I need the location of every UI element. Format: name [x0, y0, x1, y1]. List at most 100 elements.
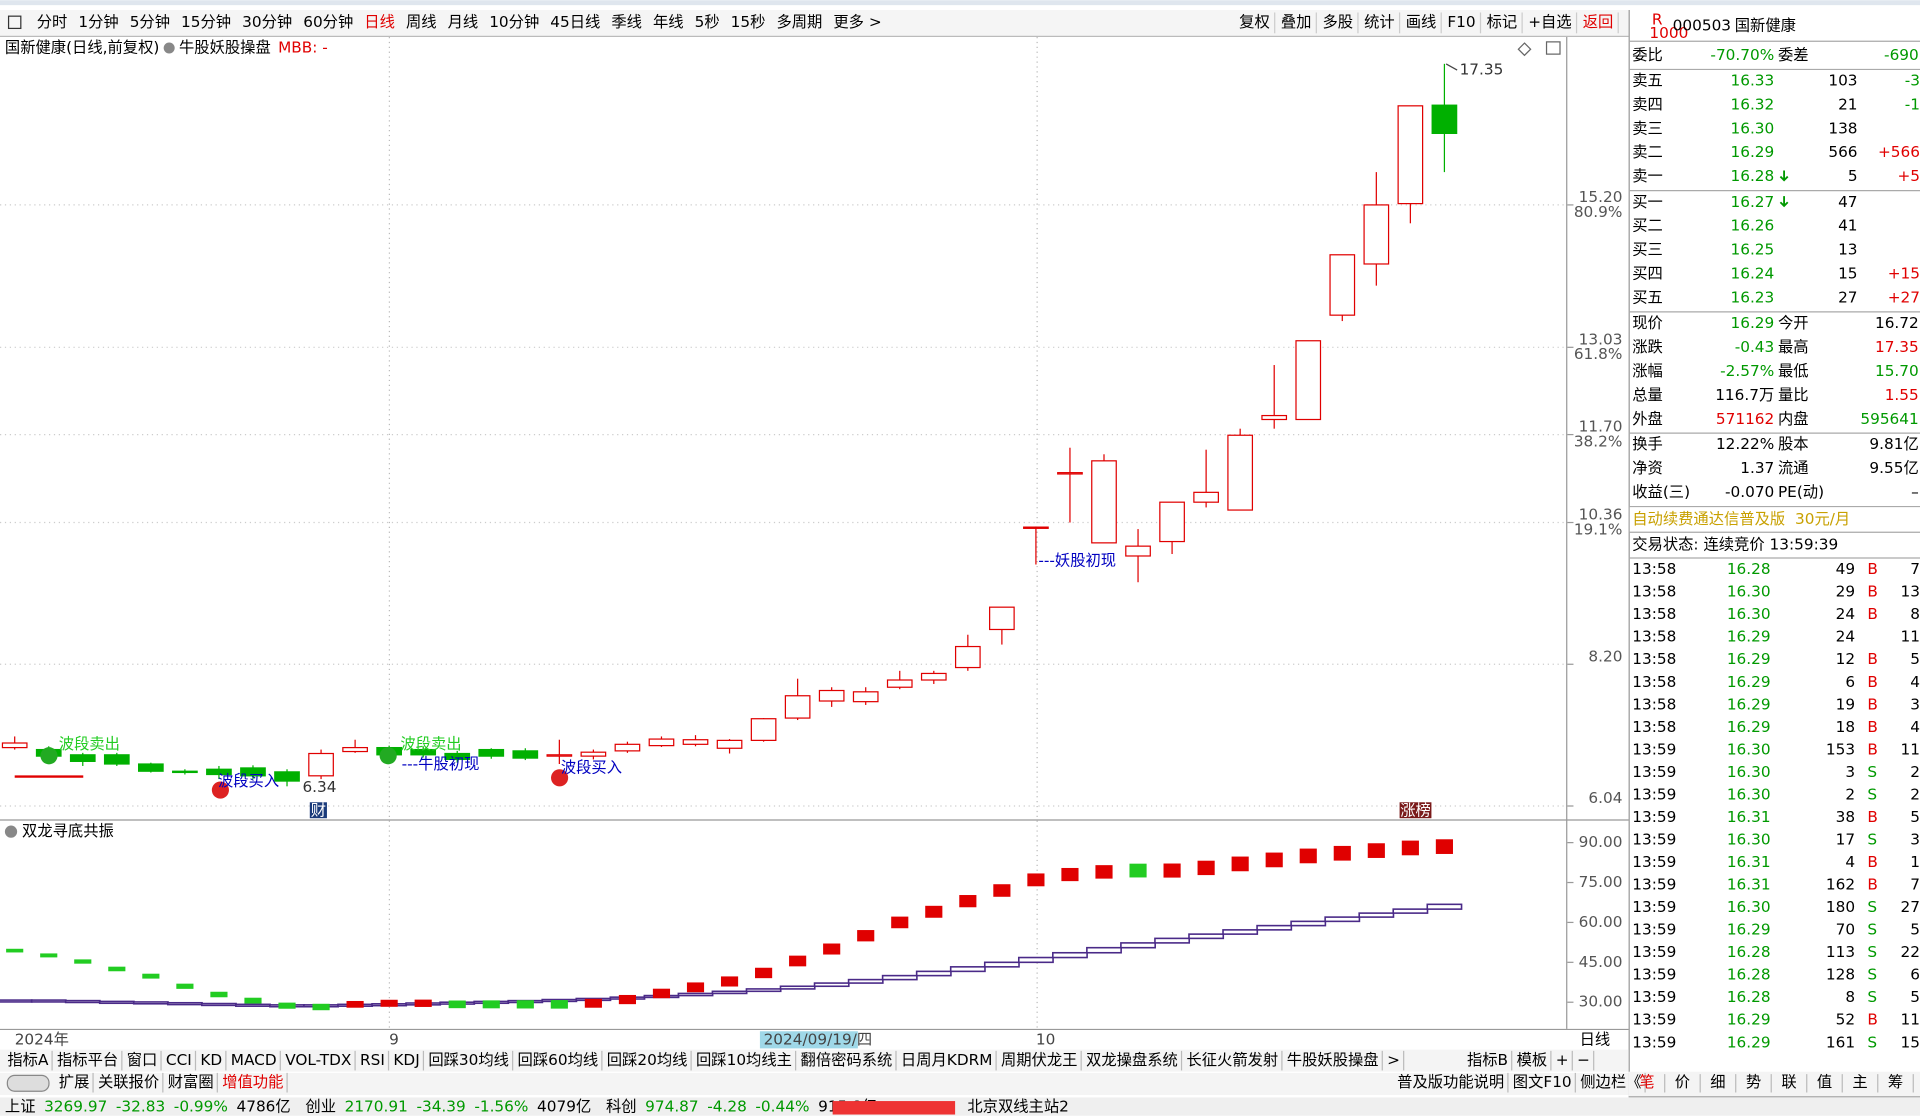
quote-tab[interactable]: 值 — [1817, 1073, 1832, 1091]
tool-button[interactable]: 复权 — [1239, 13, 1270, 31]
period-tab[interactable]: 1分钟 — [78, 13, 118, 31]
quote-tab[interactable]: 联 — [1781, 1073, 1796, 1091]
period-tab[interactable]: 周线 — [406, 13, 437, 31]
tab[interactable]: 指标平台 — [57, 1051, 118, 1069]
tab[interactable]: 回踩10均线主 — [696, 1051, 792, 1069]
tab[interactable]: 翻倍密码系统 — [801, 1051, 893, 1069]
tab[interactable]: > — [1387, 1051, 1400, 1069]
quote-tab[interactable]: 势 — [1746, 1073, 1761, 1091]
tool-button[interactable]: 画线 — [1406, 13, 1437, 31]
period-tab[interactable]: 月线 — [448, 13, 479, 31]
quote-tab[interactable]: 细 — [1710, 1073, 1725, 1091]
tool-button[interactable]: F10 — [1447, 13, 1475, 31]
tab[interactable]: 增值功能 — [222, 1073, 283, 1091]
candle-body — [920, 672, 947, 681]
tab[interactable]: 关联报价 — [98, 1073, 159, 1091]
stat-label: 收益(三) — [1632, 483, 1690, 501]
stat-value: 17.35 — [1875, 338, 1919, 356]
stat-value: – — [1911, 483, 1919, 501]
stat-label: 今开 — [1778, 314, 1809, 332]
signal-icon — [40, 747, 58, 765]
quote-tab[interactable]: 价 — [1675, 1073, 1690, 1091]
tool-button[interactable]: 返回 — [1583, 13, 1614, 31]
candle-body — [103, 754, 130, 765]
signal-icon — [551, 769, 569, 787]
trade-time: 13:59 — [1632, 763, 1676, 781]
quote-tab[interactable]: 主 — [1852, 1073, 1867, 1091]
tab[interactable]: 牛股妖股操盘 — [1287, 1051, 1379, 1069]
indicator-dot — [163, 42, 175, 54]
tab[interactable]: 窗口 — [127, 1051, 158, 1069]
title-bar — [0, 0, 1920, 6]
index-quote: 4079亿 — [537, 1098, 591, 1116]
candle-body — [1397, 105, 1424, 205]
tab[interactable]: 指标B — [1467, 1051, 1508, 1069]
tool-button[interactable]: 叠加 — [1281, 13, 1312, 31]
trade-time: 13:58 — [1632, 560, 1676, 578]
tab[interactable]: 模板 — [1517, 1051, 1548, 1069]
candle-body — [989, 606, 1015, 631]
trade-time: 13:59 — [1632, 943, 1676, 961]
tool-button[interactable]: 多股 — [1322, 13, 1353, 31]
tab[interactable]: + — [1556, 1051, 1569, 1069]
period-tab[interactable]: 季线 — [611, 13, 642, 31]
period-tab[interactable]: 60分钟 — [303, 13, 353, 31]
quote-tab[interactable]: 笔 — [1639, 1073, 1654, 1091]
indicator-icon[interactable] — [4, 825, 18, 838]
toolbar-icon[interactable] — [7, 15, 22, 30]
trade-num: 5 — [1910, 808, 1920, 826]
tab[interactable]: CCI — [166, 1051, 192, 1069]
tab[interactable]: VOL-TDX — [285, 1051, 351, 1069]
tab[interactable]: MACD — [231, 1051, 277, 1069]
badge: 财 — [311, 801, 326, 819]
signal-bar — [1129, 863, 1147, 878]
tab[interactable]: 普及版功能说明 — [1397, 1073, 1504, 1091]
chart-icon[interactable] — [1545, 41, 1561, 55]
tab[interactable]: 日周月KDRM — [901, 1051, 993, 1069]
tool-button[interactable]: +自选 — [1528, 13, 1571, 31]
tab[interactable]: 周期伏龙王 — [1001, 1051, 1078, 1069]
period-tab[interactable]: 日线 — [364, 13, 395, 31]
period-tab[interactable]: 15分钟 — [181, 13, 231, 31]
ad-price[interactable]: 30元/月 — [1795, 510, 1850, 528]
tool-button[interactable]: 统计 — [1364, 13, 1395, 31]
period-tab[interactable]: 年线 — [653, 13, 684, 31]
tab[interactable]: KDJ — [393, 1051, 419, 1069]
tab[interactable]: 双龙操盘系统 — [1086, 1051, 1178, 1069]
tab[interactable]: 财富圈 — [168, 1073, 214, 1091]
chart-icon[interactable] — [1517, 42, 1532, 57]
trade-vol: 4 — [1845, 853, 1855, 871]
trade-side: B — [1867, 876, 1878, 894]
period-tab[interactable]: 分时 — [37, 13, 68, 31]
tab[interactable]: 侧边栏《 — [1580, 1073, 1641, 1091]
tab[interactable]: 回踩30均线 — [428, 1051, 509, 1069]
tab[interactable]: 扩展 — [59, 1073, 90, 1091]
base-box — [1358, 912, 1395, 918]
signal-icon — [211, 781, 229, 799]
period-tab[interactable]: 更多 > — [833, 13, 881, 31]
period-tab[interactable]: 5分钟 — [130, 13, 170, 31]
quote-tab[interactable]: 筹 — [1888, 1073, 1903, 1091]
tab[interactable]: 长征火箭发射 — [1186, 1051, 1278, 1069]
period-tab[interactable]: 5秒 — [695, 13, 720, 31]
period-tab[interactable]: 30分钟 — [242, 13, 292, 31]
candle-body — [1091, 460, 1117, 544]
tab[interactable]: 图文F10 — [1513, 1073, 1572, 1091]
tab[interactable]: − — [1577, 1051, 1590, 1069]
period-tab[interactable]: 15秒 — [731, 13, 766, 31]
tool-button[interactable]: 标记 — [1487, 13, 1518, 31]
trade-num: 27 — [1901, 898, 1920, 916]
book-vol: 138 — [1828, 119, 1857, 137]
period-tab[interactable]: 45日线 — [550, 13, 600, 31]
book-label: 买三 — [1632, 241, 1663, 259]
tab[interactable]: 回踩20均线 — [607, 1051, 688, 1069]
tab[interactable]: 回踩60均线 — [518, 1051, 599, 1069]
tab[interactable]: 指标A — [7, 1051, 49, 1069]
ad[interactable]: 自动续费通达信普及版 — [1632, 510, 1785, 528]
tab[interactable]: KD — [200, 1051, 222, 1069]
y-tick-label: 75.00 — [1579, 873, 1623, 891]
period-tab[interactable]: 多周期 — [776, 13, 822, 31]
trade-price: 16.29 — [1727, 921, 1771, 939]
period-tab[interactable]: 10分钟 — [489, 13, 539, 31]
tab[interactable]: RSI — [360, 1051, 385, 1069]
